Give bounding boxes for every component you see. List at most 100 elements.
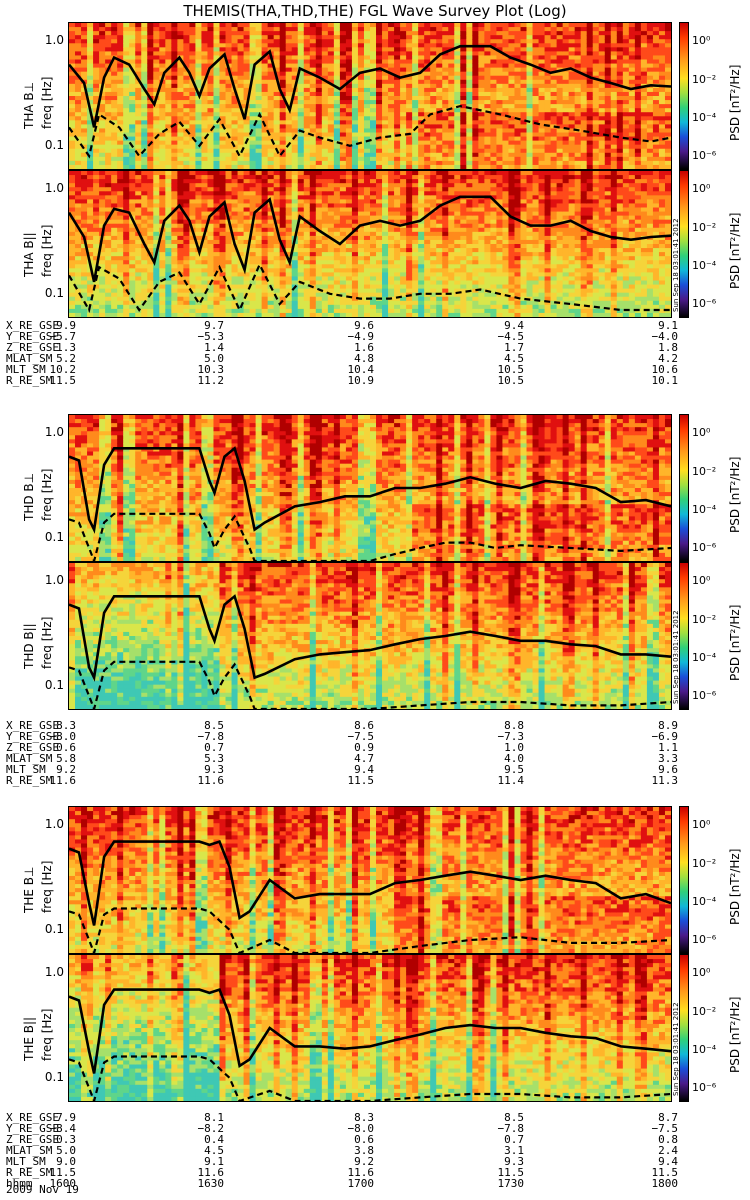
psd-cell — [514, 31, 521, 36]
psd-cell — [189, 292, 196, 298]
psd-cell — [243, 144, 251, 150]
psd-cell — [243, 231, 251, 237]
psd-cell — [93, 219, 100, 225]
psd-cell — [261, 280, 269, 286]
psd-cell — [75, 75, 82, 81]
psd-cell — [538, 120, 546, 125]
psd-cell — [123, 79, 130, 85]
psd-cell — [195, 108, 202, 113]
psd-cell — [586, 100, 594, 105]
psd-cell — [514, 128, 521, 133]
psd-cell — [652, 23, 660, 28]
psd-cell — [243, 63, 251, 69]
psd-cell — [189, 27, 196, 32]
psd-cell — [442, 39, 449, 44]
psd-cell — [243, 288, 251, 294]
psd-cell — [460, 132, 467, 138]
psd-cell — [81, 35, 88, 40]
psd-cell — [171, 79, 178, 85]
psd-cell — [478, 128, 485, 133]
psd-cell — [111, 304, 118, 310]
psd-cell — [159, 91, 166, 97]
psd-cell — [406, 39, 413, 44]
psd-cell — [616, 164, 624, 169]
psd-cell — [400, 108, 407, 113]
psd-cell — [303, 67, 311, 73]
psd-cell — [442, 140, 449, 146]
psd-cell — [105, 227, 112, 233]
psd-cell — [454, 128, 461, 133]
psd-cell — [147, 215, 154, 221]
psd-cell — [333, 75, 341, 81]
psd-cell — [472, 35, 479, 40]
psd-cell — [285, 284, 293, 290]
psd-cell — [634, 112, 642, 117]
psd-cell — [658, 27, 666, 32]
psd-cell — [370, 35, 377, 40]
psd-cell — [279, 235, 287, 241]
psd-cell — [213, 164, 220, 169]
psd-cell — [255, 195, 263, 200]
psd-cell — [562, 108, 570, 113]
psd-cell — [363, 144, 371, 150]
psd-cell — [586, 87, 594, 93]
psd-cell — [219, 47, 227, 52]
psd-cell — [75, 160, 82, 166]
psd-cell — [568, 156, 576, 162]
psd-cell — [321, 164, 329, 169]
psd-cell — [363, 132, 371, 138]
psd-cell — [622, 100, 630, 105]
psd-cell — [219, 248, 227, 253]
psd-cell — [388, 132, 395, 138]
psd-cell — [249, 260, 257, 265]
psd-cell — [658, 124, 666, 129]
psd-cell — [123, 112, 130, 117]
psd-cell — [87, 79, 94, 85]
psd-cell — [201, 55, 208, 60]
psd-cell — [496, 148, 503, 154]
psd-cell — [370, 112, 377, 117]
psd-cell — [604, 59, 612, 65]
psd-cell — [99, 104, 106, 109]
psd-cell — [231, 47, 239, 52]
psd-cell — [99, 140, 106, 146]
psd-cell — [285, 300, 293, 306]
psd-cell — [568, 87, 576, 93]
psd-cell — [339, 23, 347, 28]
psd-cell — [267, 43, 275, 48]
psd-cell — [556, 51, 564, 56]
psd-cell — [309, 35, 317, 40]
psd-cell — [171, 183, 178, 188]
psd-cell — [69, 23, 76, 28]
psd-cell — [538, 116, 546, 121]
psd-cell — [171, 288, 178, 294]
psd-cell — [123, 39, 130, 44]
psd-cell — [213, 260, 220, 265]
psd-cell — [111, 43, 118, 48]
psd-cell — [249, 179, 257, 184]
psd-cell — [526, 71, 534, 77]
psd-cell — [267, 244, 275, 249]
psd-cell — [243, 83, 251, 89]
psd-cell — [99, 59, 106, 65]
psd-cell — [550, 140, 558, 146]
psd-cell — [333, 124, 341, 129]
psd-cell — [201, 104, 208, 109]
psd-cell — [442, 136, 449, 142]
psd-cell — [237, 179, 245, 184]
psd-cell — [141, 195, 148, 200]
psd-cell — [388, 140, 395, 146]
psd-cell — [394, 39, 401, 44]
psd-cell — [442, 63, 449, 69]
psd-cell — [207, 252, 214, 257]
psd-cell — [652, 71, 660, 77]
spectrogram-panel — [68, 170, 672, 318]
psd-cell — [279, 55, 287, 60]
psd-cell — [376, 47, 383, 52]
psd-cell — [406, 120, 413, 125]
psd-cell — [225, 244, 233, 249]
psd-cell — [640, 120, 648, 125]
psd-cell — [448, 75, 455, 81]
psd-cell — [562, 152, 570, 158]
psd-cell — [231, 207, 239, 213]
